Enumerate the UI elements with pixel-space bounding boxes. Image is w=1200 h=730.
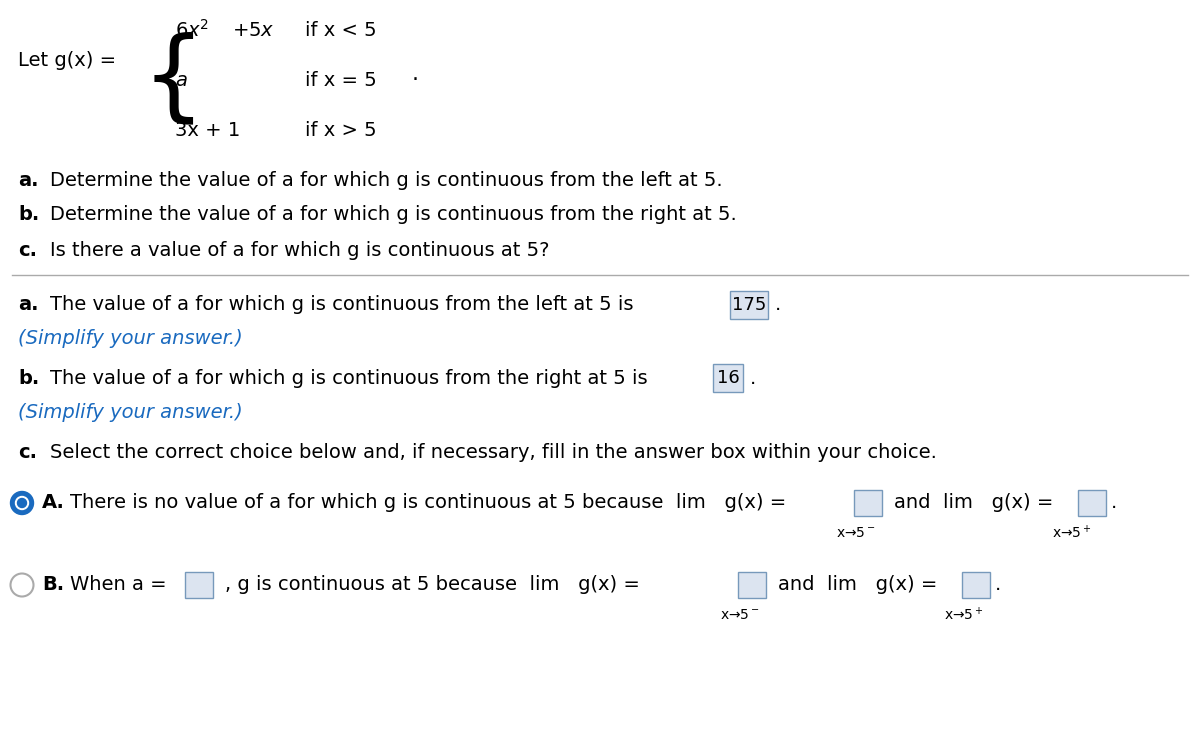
- Text: Let g(x) =: Let g(x) =: [18, 50, 116, 69]
- Text: b.: b.: [18, 369, 40, 388]
- Text: {: {: [142, 31, 205, 128]
- Text: (Simplify your answer.): (Simplify your answer.): [18, 328, 242, 347]
- Text: 3x + 1: 3x + 1: [175, 120, 240, 139]
- Text: Is there a value of a for which g is continuous at 5?: Is there a value of a for which g is con…: [50, 240, 550, 259]
- Text: b.: b.: [18, 206, 40, 225]
- Text: 175: 175: [732, 296, 766, 314]
- Text: Determine the value of a for which g is continuous from the right at 5.: Determine the value of a for which g is …: [50, 206, 737, 225]
- Text: x→5$^+$: x→5$^+$: [1052, 524, 1092, 542]
- Text: and  lim   g(x) =: and lim g(x) =: [778, 575, 937, 594]
- Text: (Simplify your answer.): (Simplify your answer.): [18, 402, 242, 421]
- FancyBboxPatch shape: [738, 572, 766, 598]
- Text: $+ 5x$: $+ 5x$: [232, 20, 275, 39]
- Text: c.: c.: [18, 442, 37, 461]
- FancyBboxPatch shape: [854, 490, 882, 516]
- Text: if x < 5: if x < 5: [305, 20, 377, 39]
- FancyBboxPatch shape: [1078, 490, 1106, 516]
- Text: .: .: [995, 575, 1001, 594]
- Circle shape: [18, 499, 26, 507]
- Text: A.: A.: [42, 493, 65, 512]
- Text: x→5$^-$: x→5$^-$: [720, 608, 760, 622]
- Text: .: .: [1111, 493, 1117, 512]
- Text: Determine the value of a for which g is continuous from the left at 5.: Determine the value of a for which g is …: [50, 171, 722, 190]
- FancyBboxPatch shape: [730, 291, 768, 319]
- Text: x→5$^-$: x→5$^-$: [836, 526, 876, 540]
- Text: a.: a.: [18, 296, 38, 315]
- Text: When a =: When a =: [70, 575, 167, 594]
- Text: and  lim   g(x) =: and lim g(x) =: [894, 493, 1054, 512]
- Text: c.: c.: [18, 240, 37, 259]
- Text: Select the correct choice below and, if necessary, fill in the answer box within: Select the correct choice below and, if …: [50, 442, 937, 461]
- Text: if x = 5: if x = 5: [305, 71, 377, 90]
- FancyBboxPatch shape: [962, 572, 990, 598]
- Text: The value of a for which g is continuous from the left at 5 is: The value of a for which g is continuous…: [50, 296, 634, 315]
- Circle shape: [16, 496, 29, 510]
- Text: , g is continuous at 5 because  lim   g(x) =: , g is continuous at 5 because lim g(x) …: [226, 575, 640, 594]
- Text: .: .: [775, 296, 781, 315]
- Text: a: a: [175, 71, 187, 90]
- Text: There is no value of a for which g is continuous at 5 because  lim   g(x) =: There is no value of a for which g is co…: [70, 493, 786, 512]
- FancyBboxPatch shape: [713, 364, 743, 392]
- Text: B.: B.: [42, 575, 64, 594]
- Text: ·: ·: [412, 70, 419, 90]
- Text: $6x^2$: $6x^2$: [175, 19, 209, 41]
- Circle shape: [11, 491, 34, 515]
- FancyBboxPatch shape: [185, 572, 214, 598]
- Text: The value of a for which g is continuous from the right at 5 is: The value of a for which g is continuous…: [50, 369, 648, 388]
- Text: .: .: [750, 369, 756, 388]
- Text: a.: a.: [18, 171, 38, 190]
- Text: 16: 16: [716, 369, 739, 387]
- Text: if x > 5: if x > 5: [305, 120, 377, 139]
- Text: x→5$^+$: x→5$^+$: [944, 607, 984, 623]
